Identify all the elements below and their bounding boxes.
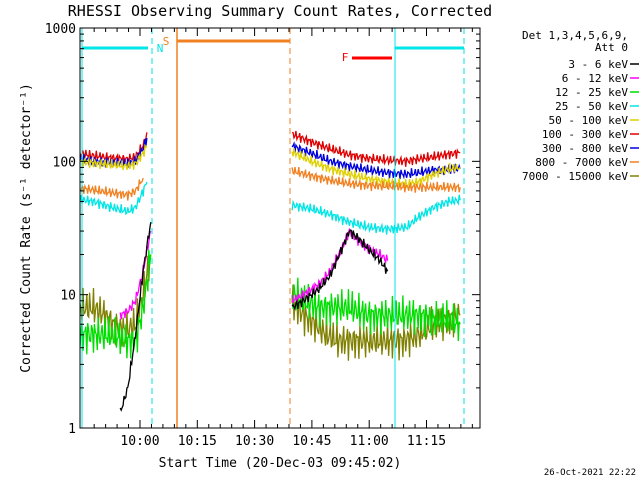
series-line-3-0 (80, 177, 144, 201)
night-flag-label: N (157, 42, 164, 55)
legend-entry-label: 300 - 800 keV (542, 142, 628, 155)
series-line-3-1 (291, 167, 461, 193)
legend-entry-label: 6 - 12 keV (562, 72, 629, 85)
series-line-2-1 (291, 147, 461, 189)
x-tick-label: 10:15 (178, 434, 217, 449)
series-line-7-0 (119, 230, 152, 320)
series-line-6-1 (291, 277, 461, 342)
legend-entry-label: 25 - 50 keV (555, 100, 628, 113)
series-line-0-1 (291, 130, 461, 167)
legend-entry-label: 800 - 7000 keV (535, 156, 628, 169)
legend-header: Det 1,3,4,5,6,9, (522, 29, 628, 42)
x-axis-label: Start Time (20-Dec-03 09:45:02) (159, 456, 402, 471)
y-axis-label: Corrected Count Rate (s⁻¹ detector⁻¹) (19, 83, 34, 373)
x-tick-label: 11:00 (350, 434, 389, 449)
y-tick-label: 1 (68, 422, 76, 437)
legend-entry-label: 3 - 6 keV (568, 58, 628, 71)
legend-entry-label: 7000 - 15000 keV (522, 170, 628, 183)
legend-entry-label: 12 - 25 keV (555, 86, 628, 99)
legend-header: Att 0 (595, 41, 628, 54)
chart-title: RHESSI Observing Summary Count Rates, Co… (68, 2, 492, 20)
plot-frame (79, 27, 481, 429)
y-tick-label: 100 (53, 155, 76, 170)
legend-entry-label: 50 - 100 keV (549, 114, 629, 127)
series-line-5-1 (291, 194, 461, 235)
series-line-5-0 (80, 181, 148, 216)
flare-flag-label: F (342, 51, 349, 64)
y-tick-label: 1000 (45, 22, 76, 37)
x-tick-label: 11:15 (407, 434, 446, 449)
series-line-8-1 (291, 229, 389, 311)
series-line-6-0 (80, 249, 152, 359)
x-tick-label: 10:00 (120, 434, 159, 449)
date-stamp: 26-Oct-2021 22:22 (544, 468, 636, 478)
series-line-1-1 (291, 141, 461, 180)
series-line-2-0 (80, 143, 148, 171)
y-axis-label-text: Corrected Count Rate (s⁻¹ detector⁻¹) (19, 83, 34, 373)
x-tick-label: 10:45 (292, 434, 331, 449)
x-tick-label: 10:30 (235, 434, 274, 449)
y-tick-label: 10 (60, 289, 76, 304)
legend-entry-label: 100 - 300 keV (542, 128, 628, 141)
saa-flag-label: S (163, 35, 170, 48)
series-line-8-0 (119, 221, 152, 412)
